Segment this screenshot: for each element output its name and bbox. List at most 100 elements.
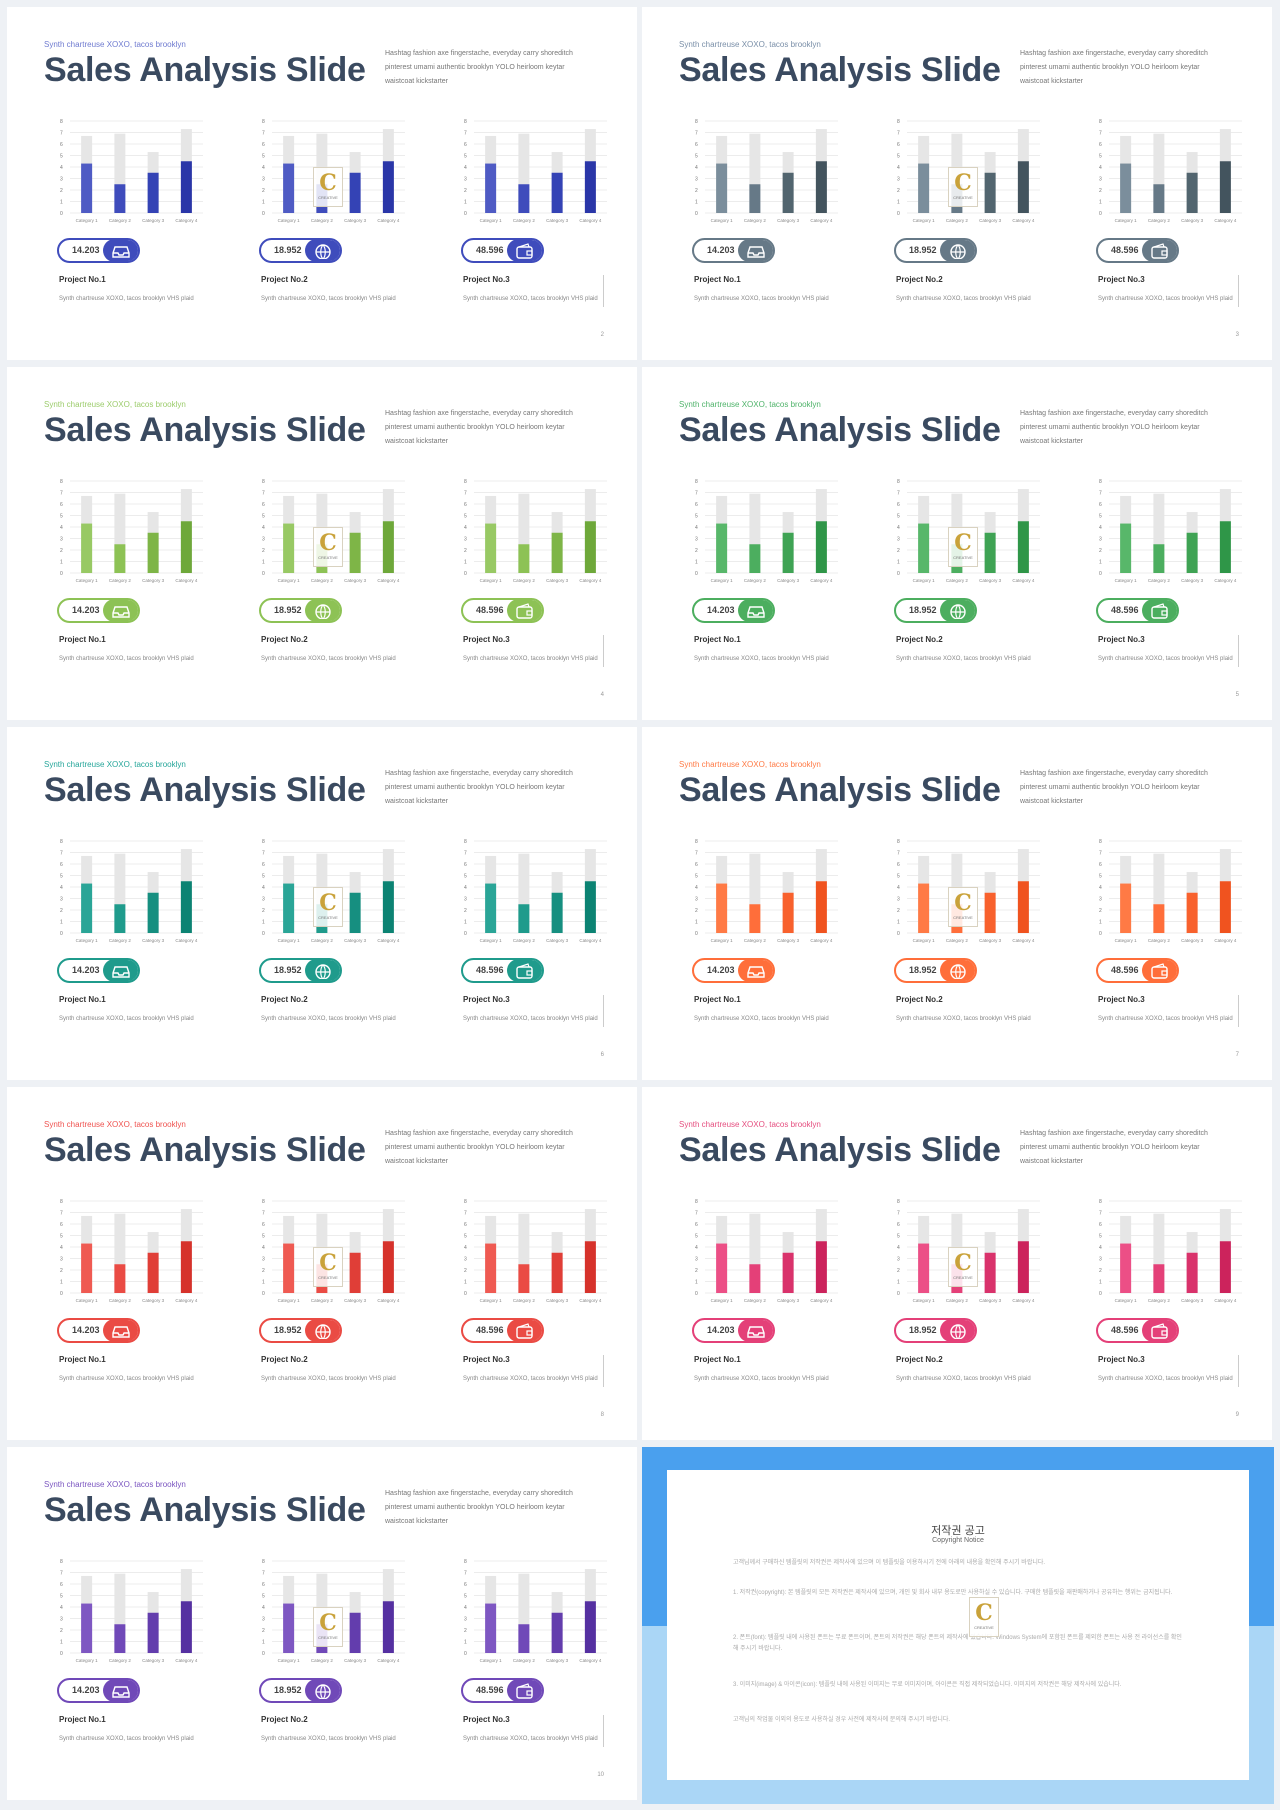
y-tick-label: 7 [1099,491,1102,497]
bar-background [114,1213,126,1293]
y-tick-label: 0 [695,571,698,577]
project-value-pill[interactable]: 18.952 [259,238,342,263]
y-tick-label: 0 [695,931,698,937]
x-tick-label: Category 4 [810,218,833,223]
project-label: Project No.3 [1098,275,1145,284]
project-label: Project No.1 [59,995,106,1004]
x-tick-label: Category 1 [711,938,734,943]
x-tick-label: Category 4 [810,1298,833,1303]
wallet-icon [507,600,542,621]
y-tick-label: 6 [1099,502,1102,508]
project-value-pill[interactable]: 18.952 [894,1318,977,1343]
project-value-pill[interactable]: 18.952 [259,958,342,983]
slide-subtitle: Synth chartreuse XOXO, tacos brooklyn [679,1120,821,1129]
bar-value [147,1612,159,1653]
bar-background [114,1573,126,1653]
project-value-pill[interactable]: 48.596 [461,1678,544,1703]
y-tick-label: 4 [60,165,63,171]
slide-title: Sales Analysis Slide [44,1131,366,1169]
x-tick-label: Category 2 [109,218,132,223]
project-label: Project No.2 [896,635,943,644]
y-tick-label: 3 [695,897,698,903]
y-tick-label: 6 [60,862,63,868]
project-value-pill[interactable]: 18.952 [894,958,977,983]
project-value-pill[interactable]: 14.203 [57,1678,140,1703]
slide-description: Hashtag fashion axe fingerstache, everyd… [385,1490,573,1525]
project-value-pill[interactable]: 14.203 [692,598,775,623]
y-tick-label: 3 [60,1257,63,1263]
x-tick-label: Category 3 [142,578,165,583]
project-value-pill[interactable]: 14.203 [57,1318,140,1343]
x-tick-label: Category 3 [546,1298,569,1303]
project-description: Synth chartreuse XOXO, tacos brooklyn VH… [896,1376,1031,1382]
y-tick-label: 2 [262,1268,265,1274]
bar-value [918,883,930,933]
x-tick-label: Category 1 [1115,218,1138,223]
y-tick-label: 0 [60,931,63,937]
slide-title: Sales Analysis Slide [679,51,1001,89]
y-tick-label: 1 [60,920,63,926]
y-tick-label: 4 [262,885,265,891]
bar-chart: 0 1 2 3 4 5 6 7 8 Category 1 Category 2 Category 3 C… [60,1199,203,1303]
globe-icon [940,960,975,981]
watermark-letter: C [319,530,337,556]
project-description: Synth chartreuse XOXO, tacos brooklyn VH… [1098,1376,1233,1382]
bar-value [749,544,761,573]
y-tick-label: 1 [695,920,698,926]
bar-background [1153,853,1165,933]
project-value-pill[interactable]: 14.203 [692,958,775,983]
inbox-icon [738,960,773,981]
x-tick-label: Category 2 [109,1658,132,1663]
watermark-logo: C CREATIVE [948,527,978,567]
watermark-text: CREATIVE [318,915,338,920]
project-description: Synth chartreuse XOXO, tacos brooklyn VH… [261,296,396,302]
project-value-pill[interactable]: 18.952 [259,598,342,623]
project-description: Synth chartreuse XOXO, tacos brooklyn VH… [896,296,1031,302]
y-tick-label: 2 [897,908,900,914]
project-value-pill[interactable]: 18.952 [894,598,977,623]
project-value-pill[interactable]: 48.596 [461,238,544,263]
bar-value [716,523,728,573]
copyright-paragraph: 3. 이미지(image) & 아이콘(icon): 템플릿 내에 사용된 이미… [733,1682,1122,1688]
slide-description: Hashtag fashion axe fingerstache, everyd… [1020,410,1208,445]
project-value-pill[interactable]: 48.596 [1096,238,1179,263]
x-tick-label: Category 1 [76,1298,99,1303]
bar-value [147,172,159,213]
y-tick-label: 7 [60,491,63,497]
project-value-pill[interactable]: 14.203 [57,598,140,623]
wallet-icon [507,1320,542,1341]
project-value-pill[interactable]: 48.596 [1096,598,1179,623]
project-value-pill[interactable]: 14.203 [692,238,775,263]
project-value-pill[interactable]: 14.203 [692,1318,775,1343]
y-tick-label: 1 [464,920,467,926]
slide-title: Sales Analysis Slide [44,51,366,89]
project-value-pill[interactable]: 48.596 [1096,958,1179,983]
project-value-pill[interactable]: 48.596 [1096,1318,1179,1343]
y-tick-label: 8 [695,839,698,845]
bar-value [749,1264,761,1293]
bar-value [180,521,192,573]
project-value-pill[interactable]: 48.596 [461,958,544,983]
x-tick-label: Category 4 [810,938,833,943]
y-tick-label: 7 [464,851,467,857]
project-value-pill[interactable]: 14.203 [57,238,140,263]
bar-value [815,161,827,213]
page-number: 5 [1235,692,1239,698]
project-value: 18.952 [274,965,302,975]
project-value-pill[interactable]: 18.952 [259,1678,342,1703]
page-number: 4 [600,692,604,698]
project-value-pill[interactable]: 18.952 [894,238,977,263]
project-label: Project No.3 [463,635,510,644]
bar-value [1153,1264,1165,1293]
x-tick-label: Category 3 [979,218,1002,223]
project-value-pill[interactable]: 18.952 [259,1318,342,1343]
y-tick-label: 5 [262,874,265,880]
bar-value [180,881,192,933]
bar-value [349,532,361,573]
project-value-pill[interactable]: 48.596 [461,1318,544,1343]
slide-title: Sales Analysis Slide [679,411,1001,449]
project-value-pill[interactable]: 14.203 [57,958,140,983]
project-value-pill[interactable]: 48.596 [461,598,544,623]
x-tick-label: Category 3 [777,1298,800,1303]
bar-chart: 0 1 2 3 4 5 6 7 8 Category 1 Category 2 Category 3 C… [60,1559,203,1663]
